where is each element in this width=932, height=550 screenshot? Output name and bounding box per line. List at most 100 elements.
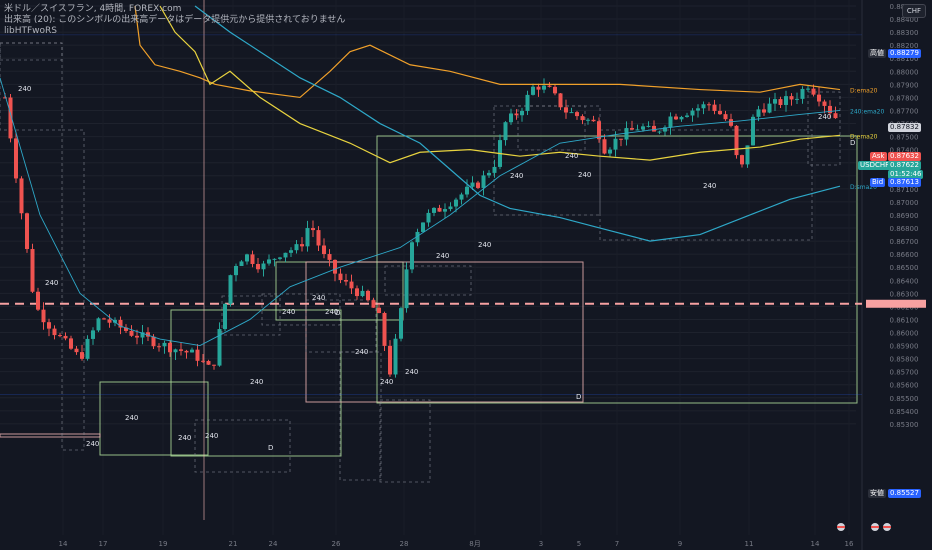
candle-body (481, 175, 486, 188)
candle-body (652, 125, 656, 132)
candle-body (360, 290, 365, 297)
candle-body (778, 99, 783, 105)
candle-body (327, 254, 332, 260)
candle-body (613, 138, 618, 150)
candle-body (52, 328, 57, 336)
candle-body (366, 290, 370, 301)
x-tick-label: 5 (577, 540, 581, 548)
y-tick-label: 0.85900 (890, 343, 919, 351)
candle-body (580, 116, 585, 121)
x-tick-label: 11 (745, 540, 754, 548)
symbol-label-badge: USDCHF (858, 161, 892, 170)
current-price-badge: 0.87622 (888, 161, 921, 170)
y-tick-label: 0.87500 (890, 134, 919, 142)
candle-body (443, 209, 447, 212)
chart-header: 米ドル／スイスフラン, 4時間, FOREX.com 出来高 (20): このシ… (4, 4, 345, 37)
candle-body (289, 250, 293, 253)
candle-body (536, 86, 541, 90)
ask-label-badge: Ask (870, 152, 887, 161)
candle-body (173, 349, 178, 353)
x-tick-label: 19 (159, 540, 168, 548)
candle-body (685, 115, 689, 117)
candle-body (459, 194, 464, 200)
dashed-zone (493, 105, 601, 216)
candle-body (833, 113, 838, 119)
candle-body (514, 113, 519, 116)
timeframe-annotation: 240 (510, 172, 523, 180)
candle-body (322, 245, 326, 255)
candle-body (806, 88, 810, 90)
candle-body (663, 127, 667, 132)
candle-body (102, 318, 106, 320)
candle-body (124, 327, 128, 331)
y-tick-label: 0.88400 (890, 16, 919, 24)
candle-body (690, 110, 695, 116)
candle-body (575, 112, 579, 117)
candle-body (619, 138, 623, 140)
candle-body (800, 88, 805, 99)
candle-body (723, 114, 728, 120)
x-tick-label: 3 (539, 540, 543, 548)
candle-body (162, 342, 167, 347)
timeframe-annotation: D (850, 139, 855, 147)
candle-body (85, 338, 90, 359)
symbol-title[interactable]: 米ドル／スイスフラン, 4時間, FOREX.com (4, 4, 182, 14)
candle-body (630, 128, 634, 130)
candle-body (657, 131, 662, 133)
candle-body (822, 101, 827, 106)
currency-button[interactable]: CHF (902, 4, 926, 18)
candle-body (250, 254, 255, 264)
us-flag-icon-stripe (837, 526, 845, 528)
candle-body (509, 113, 513, 123)
candle-body (157, 346, 161, 348)
candle-body (421, 222, 425, 232)
candle-body (300, 244, 304, 247)
candle-body (377, 307, 381, 314)
candle-body (14, 138, 18, 179)
candle-body (201, 360, 205, 362)
candle-body (135, 335, 139, 338)
candle-body (674, 116, 678, 120)
us-flag-icon-stripe (871, 526, 879, 528)
candle-body (520, 110, 524, 116)
candle-body (3, 97, 7, 99)
dashed-zone (379, 399, 431, 483)
timeframe-annotation: 240 (478, 241, 491, 249)
candle-body (591, 119, 596, 122)
y-tick-label: 0.87400 (890, 147, 919, 155)
timeframe-annotation: 240 (355, 348, 368, 356)
candle-body (817, 94, 821, 102)
candle-body (624, 128, 629, 140)
y-tick-label: 0.85500 (890, 395, 919, 403)
bid-label-badge: Bid (870, 178, 886, 187)
timeframe-annotation: D (268, 444, 273, 452)
candle-body (712, 104, 717, 111)
volume-indicator-note: 出来高 (20): このシンボルの出来高データはデータ提供元から提供されておりま… (4, 15, 346, 25)
candle-body (641, 126, 645, 130)
candle-body (113, 319, 117, 323)
candle-body (140, 332, 145, 338)
dashed-zone (517, 105, 586, 151)
y-tick-label: 0.87000 (890, 199, 919, 207)
low-value-badge: 0.85527 (888, 489, 921, 498)
dashed-zone (599, 129, 813, 241)
high-label-badge: 高値 (868, 49, 886, 58)
candle-body (811, 88, 816, 95)
timeframe-annotation: 240 (45, 279, 58, 287)
x-tick-label: 16 (845, 540, 854, 548)
candle-body (47, 322, 51, 329)
candle-body (399, 308, 403, 339)
candle-body (63, 335, 68, 339)
candle-body (305, 228, 310, 247)
x-tick-label: 28 (400, 540, 409, 548)
timeframe-annotation: 240 (703, 182, 716, 190)
zone-box (170, 309, 342, 457)
candle-body (168, 342, 172, 353)
candle-body (635, 129, 640, 131)
candle-body (756, 109, 761, 117)
indicator-name[interactable]: libHTFwoRS (4, 26, 57, 36)
candle-body (437, 207, 442, 212)
y-tick-label: 0.85600 (890, 382, 919, 390)
candle-body (41, 309, 46, 323)
